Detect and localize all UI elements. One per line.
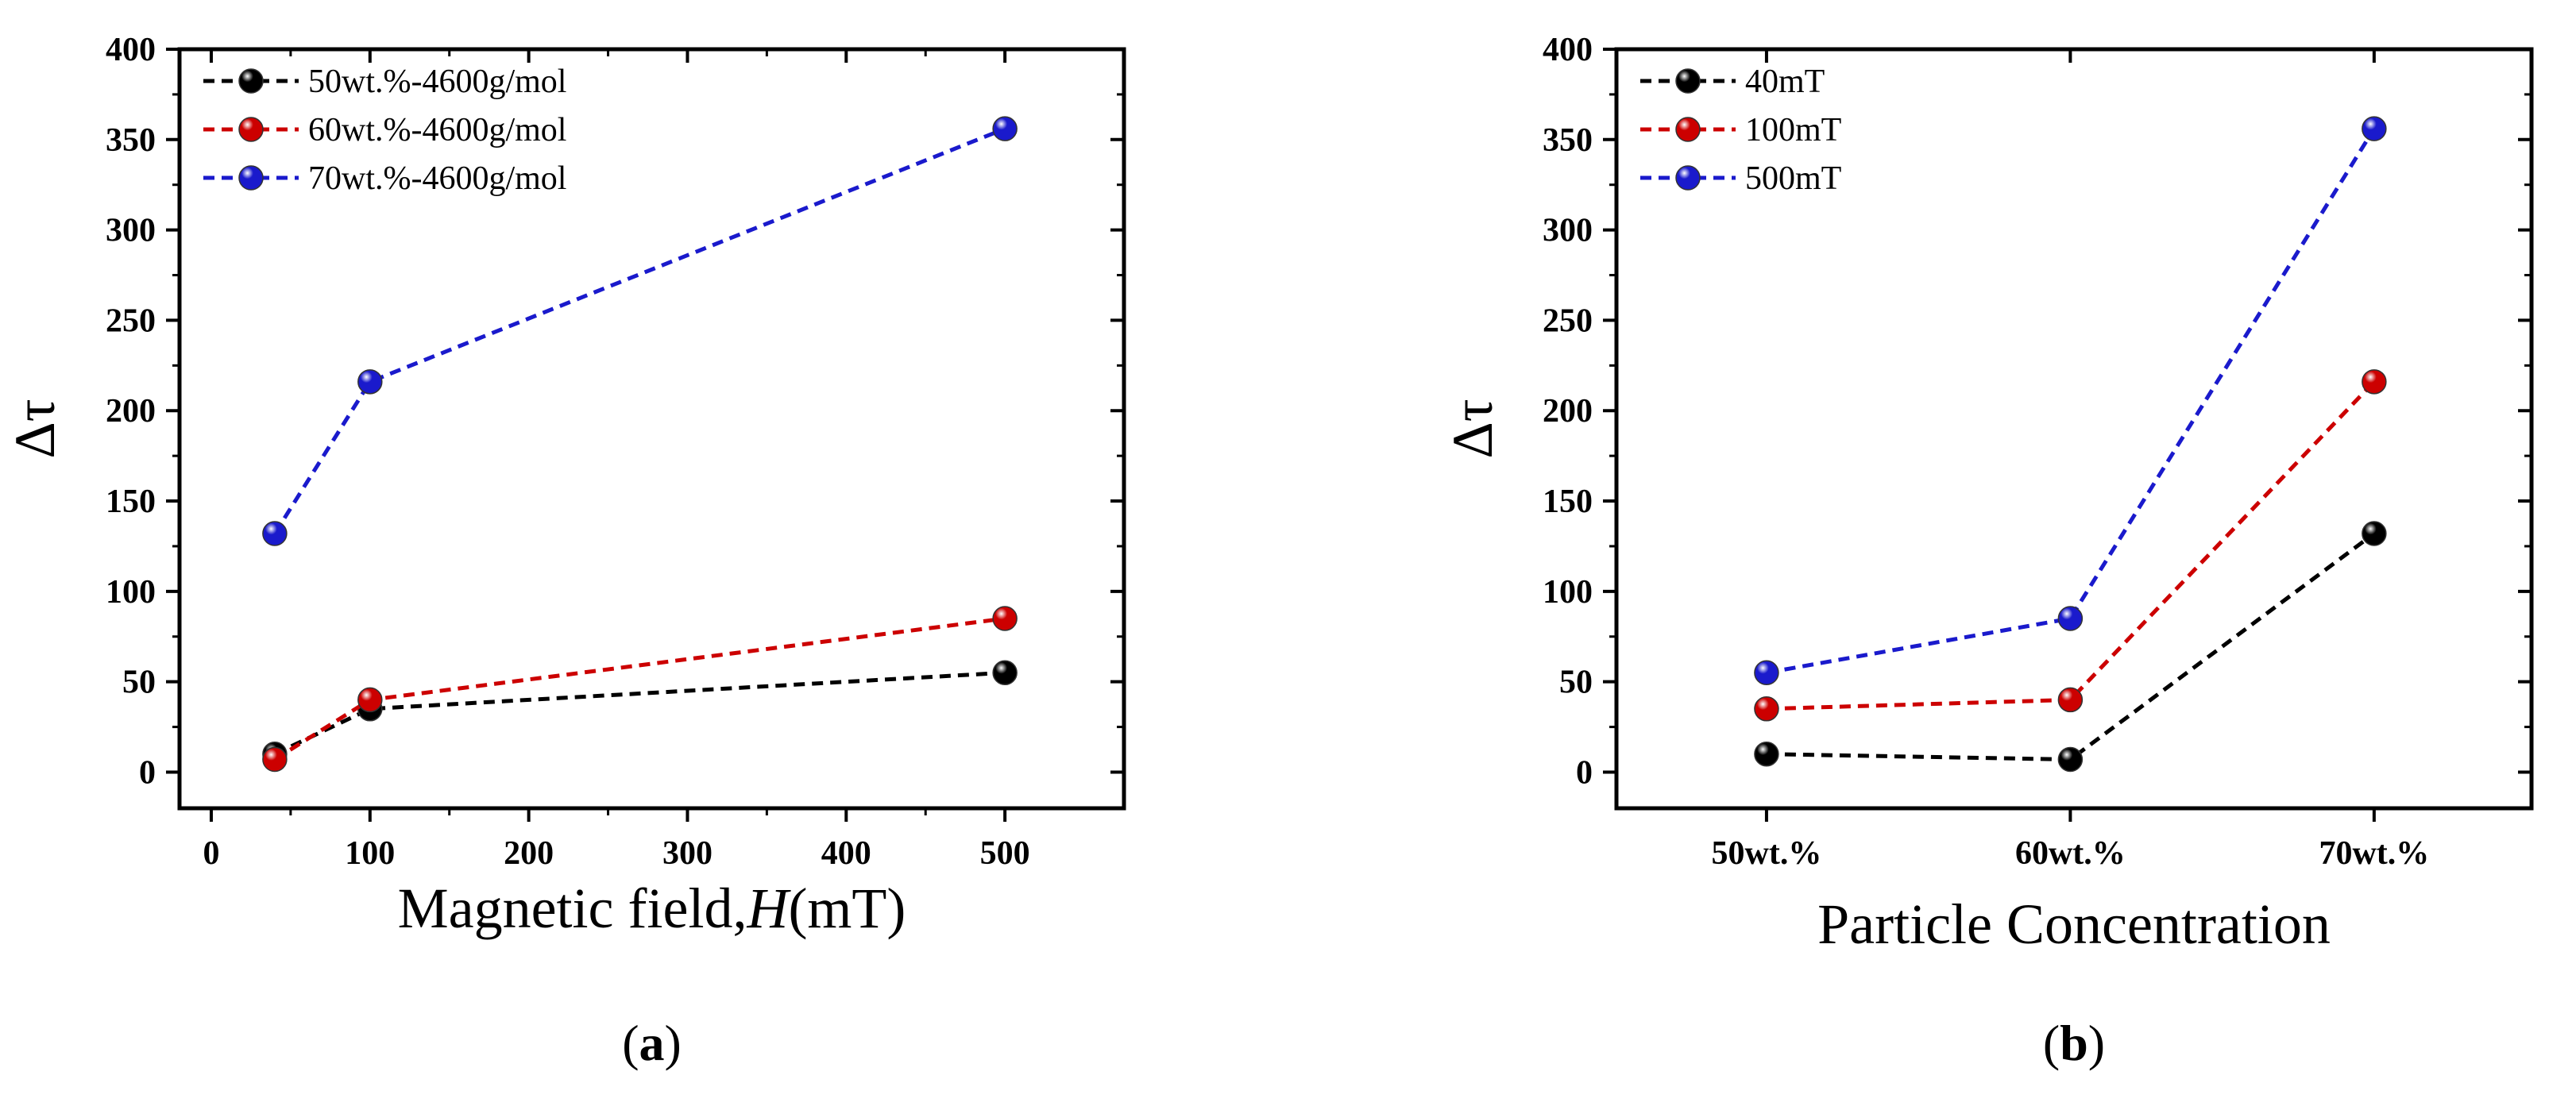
data-point [262, 746, 288, 773]
legend-marker [238, 117, 264, 142]
legend-label: 40mT [1745, 64, 1825, 100]
series-line [1766, 532, 2376, 762]
y-tick-label: 150 [106, 484, 156, 520]
y-tick-label: 250 [1543, 303, 1593, 339]
series-line [273, 616, 1006, 761]
legend-label: 100mT [1745, 112, 1841, 148]
legend-marker [238, 68, 264, 94]
x-axis-label-variable: H [746, 877, 791, 940]
legend-label: 60wt.%-4600g/mol [308, 112, 566, 148]
series-line [1766, 127, 2376, 675]
data-point [1754, 741, 1779, 767]
series-line [273, 670, 1006, 756]
legend-marker [1675, 165, 1701, 191]
y-tick-label: 0 [139, 754, 156, 791]
y-axis-label: Δτ [1441, 399, 1504, 458]
chart-b: 0 50 100 150 200 250 300 350 400 50wt.% 60wt.% 70wt… [1441, 32, 2534, 1071]
data-point [357, 687, 383, 713]
caption-open: ( [2043, 1015, 2060, 1071]
x-category-label: 50wt.% [1712, 835, 1822, 872]
caption-close: ) [2088, 1015, 2105, 1071]
y-tick-label: 50 [122, 665, 156, 701]
legend-label: 50wt.%-4600g/mol [308, 64, 566, 100]
x-tick-label: 300 [662, 835, 713, 872]
y-axis-label: Δτ [3, 399, 67, 458]
x-axis-label-prefix: Magnetic field, [398, 877, 747, 940]
y-tick-label: 250 [106, 303, 156, 339]
data-point [2362, 521, 2387, 546]
chart-a: 0 50 100 150 200 250 300 350 400 0 100 200 300 400 500… [3, 32, 1126, 1071]
figure-caption: (b) [2043, 1015, 2105, 1071]
y-tick-label: 150 [1543, 484, 1593, 520]
x-axis-label: Particle Concentration [1817, 892, 2331, 956]
x-category-label: 70wt.% [2319, 835, 2429, 872]
data-point [992, 116, 1018, 141]
y-tick-label: 350 [1543, 122, 1593, 159]
plot-frame [1614, 47, 2534, 811]
y-tick-label: 300 [106, 213, 156, 249]
caption-close: ) [665, 1015, 682, 1071]
caption-letter: b [2060, 1015, 2088, 1071]
data-point [2362, 369, 2387, 395]
y-tick-label: 0 [1576, 754, 1593, 791]
legend-marker [238, 165, 264, 191]
legend-marker [1675, 68, 1701, 94]
caption-letter: a [639, 1015, 665, 1071]
data-point [357, 369, 383, 395]
data-point [2057, 687, 2084, 713]
figure-caption: (a) [622, 1015, 682, 1071]
x-tick-label: 100 [345, 835, 395, 872]
data-point [1754, 696, 1779, 722]
y-tick-label: 200 [106, 393, 156, 430]
legend-marker [1675, 117, 1701, 142]
y-tick-label: 50 [1559, 665, 1593, 701]
series-line [1766, 380, 2376, 711]
y-tick-label: 100 [1543, 574, 1593, 611]
data-point [2057, 746, 2084, 773]
y-tick-label: 400 [1543, 32, 1593, 68]
y-tick-label: 400 [106, 32, 156, 68]
data-point [2057, 606, 2084, 631]
plot-frame [177, 47, 1126, 811]
data-point [992, 606, 1018, 631]
data-point [2362, 116, 2387, 141]
series-line [272, 126, 1006, 535]
data-point [1754, 660, 1779, 686]
x-tick-label: 400 [821, 835, 871, 872]
x-tick-label: 200 [504, 835, 554, 872]
x-axis-label-unit: (mT) [788, 877, 906, 940]
y-tick-label: 300 [1543, 213, 1593, 249]
x-tick-label: 0 [203, 835, 219, 872]
x-tick-label: 500 [980, 835, 1030, 872]
y-tick-label: 100 [106, 574, 156, 611]
y-tick-label: 200 [1543, 393, 1593, 430]
data-point [992, 660, 1018, 686]
x-category-label: 60wt.% [2015, 835, 2126, 872]
legend-label: 70wt.%-4600g/mol [308, 160, 566, 197]
x-axis-label: Magnetic field,H(mT) [398, 877, 906, 940]
y-tick-label: 350 [106, 122, 156, 159]
data-point [262, 521, 288, 546]
legend-label: 500mT [1745, 160, 1841, 197]
caption-open: ( [622, 1015, 639, 1071]
